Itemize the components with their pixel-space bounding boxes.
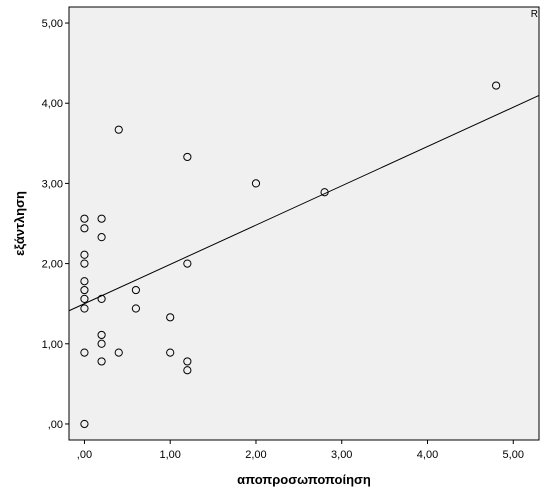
data-point [80, 224, 89, 233]
x-tick-label: 2,00 [245, 449, 266, 461]
data-point [97, 233, 106, 242]
y-tick-label: 2,00 [42, 259, 63, 271]
y-tick-label: 4,00 [42, 98, 63, 110]
data-point [114, 125, 123, 134]
data-point [80, 419, 89, 429]
y-tick-label: 5,00 [42, 18, 63, 30]
data-point [183, 152, 192, 162]
data-point [80, 294, 89, 303]
data-points [80, 81, 501, 429]
data-point [131, 285, 140, 295]
x-tick-label: 3,00 [331, 449, 352, 461]
data-point [80, 250, 89, 259]
data-point [166, 348, 175, 357]
y-axis: ,00 1,00 2,00 3,00 4,00 5,00 [42, 18, 69, 431]
x-tick-label: 1,00 [159, 449, 180, 461]
x-axis: ,00 1,00 2,00 3,00 4,00 5,00 [77, 440, 524, 461]
data-point [97, 357, 106, 366]
y-tick-label: 1,00 [42, 339, 63, 351]
data-point [251, 179, 261, 188]
regression-line [68, 94, 540, 312]
r-squared-label: R [531, 9, 538, 20]
x-axis-title: αποπροσωποποίηση [237, 472, 371, 487]
data-point [80, 304, 89, 313]
data-point [183, 366, 192, 375]
data-point [80, 348, 89, 357]
data-point [183, 259, 192, 268]
data-point [97, 330, 106, 340]
data-point [97, 339, 106, 348]
x-tick-label: ,00 [77, 449, 92, 461]
x-tick-label: 5,00 [503, 449, 524, 461]
data-point [97, 214, 106, 223]
y-tick-label: ,00 [48, 419, 63, 431]
data-point [492, 81, 501, 90]
data-point [166, 313, 175, 322]
x-tick-label: 4,00 [417, 449, 438, 461]
data-point [80, 277, 89, 286]
data-point [131, 304, 140, 313]
data-point [80, 214, 89, 223]
y-tick-label: 3,00 [42, 178, 63, 190]
plot-area [68, 6, 540, 441]
data-point [80, 285, 89, 295]
data-point [183, 357, 192, 366]
data-point [80, 259, 89, 268]
data-point [97, 294, 106, 303]
y-axis-title: εξάντληση [12, 191, 27, 256]
data-point [114, 348, 123, 357]
